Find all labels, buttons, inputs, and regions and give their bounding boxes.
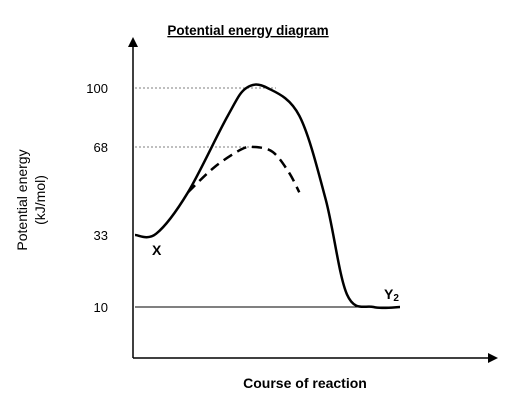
y-tick-labels: 100 68 33 10 xyxy=(86,81,108,315)
y-tick-label-1: 68 xyxy=(94,140,108,155)
catalysed-energy-curve xyxy=(187,145,301,194)
chart-title: Potential energy diagram xyxy=(167,23,328,38)
product-label-subscript: 2 xyxy=(393,293,399,304)
product-label-base: Y xyxy=(384,286,394,302)
y-tick-label-3: 10 xyxy=(94,300,108,315)
product-label: Y2 xyxy=(384,286,399,304)
energy-curve xyxy=(134,83,401,310)
energy-curves xyxy=(134,83,401,310)
reference-lines xyxy=(135,87,400,308)
x-axis-label: Course of reaction xyxy=(243,375,367,391)
y-tick-label-2: 33 xyxy=(94,228,108,243)
y-axis-label: Potential energy (kJ/mol) xyxy=(14,149,48,250)
reactant-label: X xyxy=(152,242,162,258)
y-axis-title: Potential energy xyxy=(14,149,30,250)
y-tick-label-0: 100 xyxy=(86,81,108,96)
y-axis-unit: (kJ/mol) xyxy=(32,175,48,225)
